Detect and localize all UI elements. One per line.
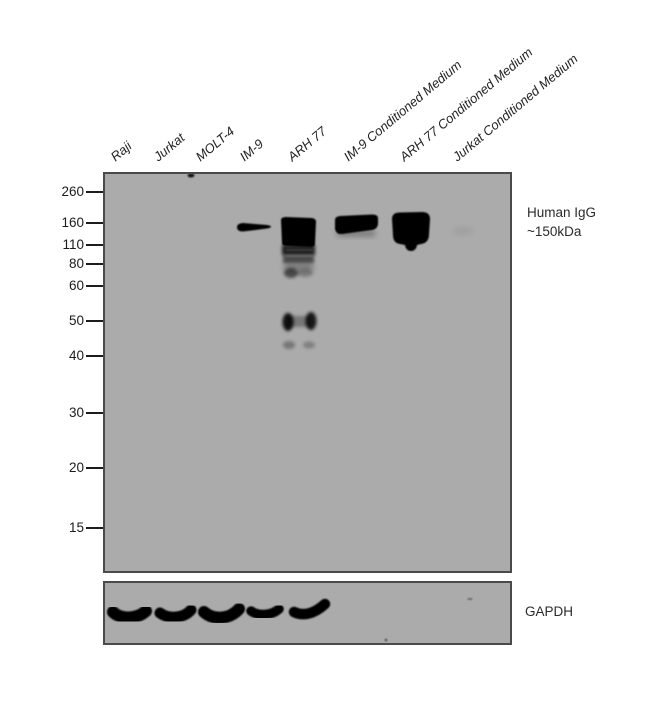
blot-band [284, 268, 298, 278]
mw-label: 20 [68, 460, 84, 475]
mw-tick [86, 467, 103, 469]
mw-tick [86, 263, 103, 265]
blot-band [284, 263, 313, 271]
mw-tick [86, 191, 103, 193]
blot-band [288, 598, 331, 620]
lane-label: MOLT-4 [192, 123, 238, 165]
mw-label: 30 [68, 405, 84, 420]
blot-band [107, 605, 152, 624]
mw-tick [86, 244, 103, 246]
mw-label: 15 [68, 520, 84, 535]
gapdh-blot-panel [103, 581, 512, 645]
blot-band [392, 212, 430, 251]
blot-band [187, 174, 195, 178]
blot-band [297, 269, 313, 277]
mw-tick [86, 527, 103, 529]
gapdh-blot-svg [107, 598, 473, 642]
lane-label: Raji [107, 138, 135, 165]
blot-band [384, 638, 388, 642]
target-band-annotation: Human IgG ~150kDa [527, 205, 597, 239]
mw-tick [86, 412, 103, 414]
blot-band [453, 227, 473, 235]
mw-label: 40 [68, 348, 84, 363]
blot-band [283, 255, 314, 263]
blot-band [286, 255, 313, 257]
blot-band [237, 223, 271, 232]
main-blot-panel [103, 172, 512, 573]
blot-band [198, 603, 245, 624]
mw-label: 50 [68, 313, 84, 328]
blot-band [281, 217, 316, 247]
main-blot-svg [187, 174, 473, 349]
blot-band [246, 604, 284, 620]
blot-band [467, 598, 473, 600]
blot-band [303, 341, 315, 349]
blot-band [337, 231, 375, 236]
blot-band [288, 316, 311, 327]
mw-label: 110 [62, 237, 84, 252]
lane-label: ARH 77 [284, 123, 330, 165]
lane-label: Jurkat [150, 129, 188, 165]
mw-tick [86, 355, 103, 357]
mw-label: 160 [61, 215, 84, 230]
mw-tick [86, 222, 103, 224]
mw-tick [86, 285, 103, 287]
mw-tick [86, 320, 103, 322]
lane-label: IM-9 [236, 136, 267, 165]
blot-band [286, 249, 313, 251]
loading-control-annotation: GAPDH [525, 604, 574, 619]
blot-band [283, 341, 295, 349]
mw-label: 260 [61, 184, 84, 199]
blot-band [335, 214, 378, 235]
mw-label: 60 [68, 278, 84, 293]
mw-label: 80 [68, 256, 84, 271]
blot-band [154, 604, 197, 623]
